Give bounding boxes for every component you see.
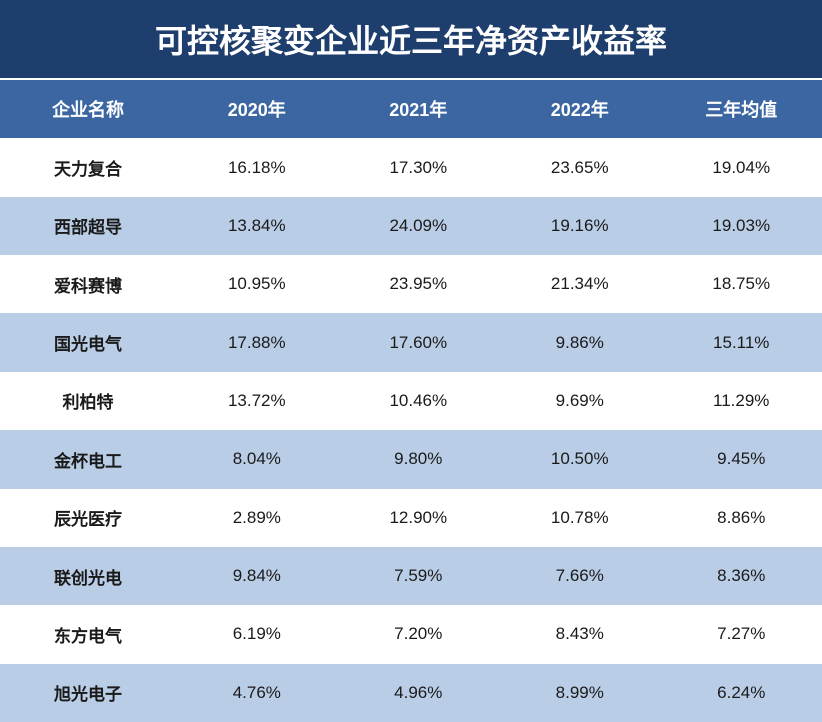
cell-avg: 9.45% [661, 430, 822, 488]
table-row: 辰光医疗2.89%12.90%10.78%8.86% [0, 489, 822, 547]
cell-company-name: 东方电气 [0, 605, 176, 663]
cell-2021: 23.95% [338, 255, 499, 313]
cell-2021: 17.60% [338, 313, 499, 371]
cell-company-name: 国光电气 [0, 313, 176, 371]
cell-2021: 7.59% [338, 547, 499, 605]
cell-2020: 6.19% [176, 605, 337, 663]
cell-2021: 4.96% [338, 664, 499, 722]
cell-company-name: 天力复合 [0, 138, 176, 196]
cell-company-name: 爱科赛博 [0, 255, 176, 313]
table-row: 东方电气6.19%7.20%8.43%7.27% [0, 605, 822, 663]
cell-avg: 11.29% [661, 372, 822, 430]
cell-avg: 6.24% [661, 664, 822, 722]
cell-2021: 17.30% [338, 138, 499, 196]
table-container: 可控核聚变企业近三年净资产收益率 企业名称 2020年 2021年 2022年 … [0, 0, 822, 722]
page-title: 可控核聚变企业近三年净资产收益率 [0, 0, 822, 80]
cell-company-name: 金杯电工 [0, 430, 176, 488]
cell-2020: 17.88% [176, 313, 337, 371]
cell-2022: 21.34% [499, 255, 660, 313]
cell-avg: 8.86% [661, 489, 822, 547]
cell-avg: 8.36% [661, 547, 822, 605]
cell-2021: 10.46% [338, 372, 499, 430]
cell-avg: 7.27% [661, 605, 822, 663]
cell-2022: 10.50% [499, 430, 660, 488]
cell-2021: 12.90% [338, 489, 499, 547]
table-row: 西部超导13.84%24.09%19.16%19.03% [0, 197, 822, 255]
cell-2020: 9.84% [176, 547, 337, 605]
cell-2020: 13.72% [176, 372, 337, 430]
cell-2022: 9.86% [499, 313, 660, 371]
cell-2021: 9.80% [338, 430, 499, 488]
cell-company-name: 旭光电子 [0, 664, 176, 722]
table-header-row: 企业名称 2020年 2021年 2022年 三年均值 [0, 80, 822, 138]
cell-avg: 18.75% [661, 255, 822, 313]
cell-2022: 8.99% [499, 664, 660, 722]
col-header-2022: 2022年 [499, 80, 660, 138]
col-header-2021: 2021年 [338, 80, 499, 138]
cell-2020: 2.89% [176, 489, 337, 547]
col-header-avg: 三年均值 [661, 80, 822, 138]
cell-2021: 24.09% [338, 197, 499, 255]
cell-2022: 19.16% [499, 197, 660, 255]
table-row: 国光电气17.88%17.60%9.86%15.11% [0, 313, 822, 371]
cell-company-name: 西部超导 [0, 197, 176, 255]
cell-avg: 19.04% [661, 138, 822, 196]
col-header-name: 企业名称 [0, 80, 176, 138]
cell-avg: 15.11% [661, 313, 822, 371]
cell-company-name: 利柏特 [0, 372, 176, 430]
cell-company-name: 辰光医疗 [0, 489, 176, 547]
cell-2022: 7.66% [499, 547, 660, 605]
table-row: 旭光电子4.76%4.96%8.99%6.24% [0, 664, 822, 722]
cell-2020: 16.18% [176, 138, 337, 196]
table-row: 利柏特13.72%10.46%9.69%11.29% [0, 372, 822, 430]
cell-2020: 4.76% [176, 664, 337, 722]
table-row: 天力复合16.18%17.30%23.65%19.04% [0, 138, 822, 196]
data-table: 企业名称 2020年 2021年 2022年 三年均值 天力复合16.18%17… [0, 80, 822, 722]
cell-2021: 7.20% [338, 605, 499, 663]
col-header-2020: 2020年 [176, 80, 337, 138]
table-row: 爱科赛博10.95%23.95%21.34%18.75% [0, 255, 822, 313]
cell-2022: 8.43% [499, 605, 660, 663]
cell-2022: 23.65% [499, 138, 660, 196]
cell-2020: 8.04% [176, 430, 337, 488]
cell-2022: 9.69% [499, 372, 660, 430]
cell-2020: 10.95% [176, 255, 337, 313]
table-row: 金杯电工8.04%9.80%10.50%9.45% [0, 430, 822, 488]
cell-company-name: 联创光电 [0, 547, 176, 605]
cell-avg: 19.03% [661, 197, 822, 255]
table-row: 联创光电9.84%7.59%7.66%8.36% [0, 547, 822, 605]
title-text: 可控核聚变企业近三年净资产收益率 [155, 16, 667, 62]
cell-2020: 13.84% [176, 197, 337, 255]
cell-2022: 10.78% [499, 489, 660, 547]
